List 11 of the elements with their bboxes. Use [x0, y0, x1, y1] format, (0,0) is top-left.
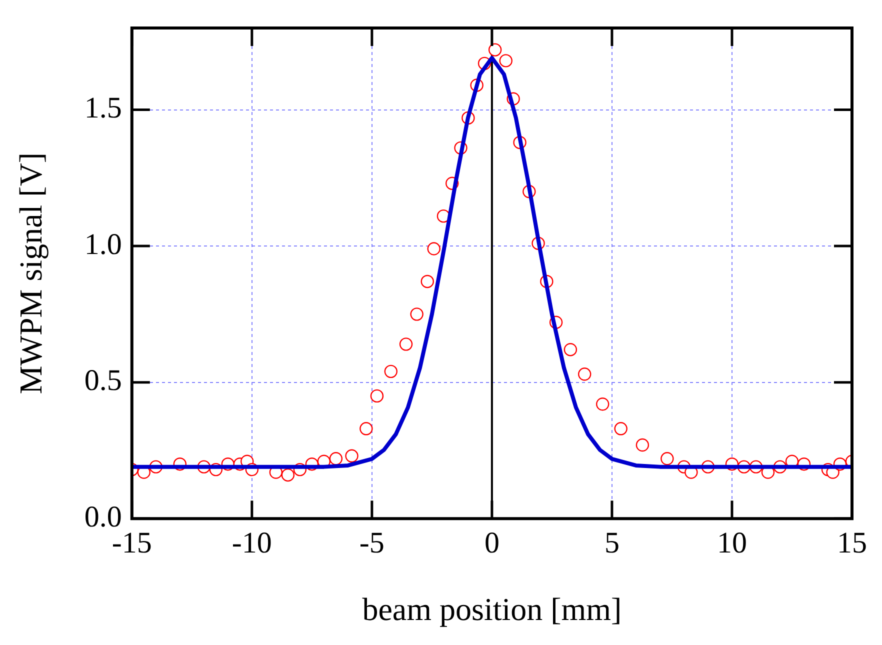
x-tick-label: 5	[604, 526, 620, 560]
x-tick-label: 0	[484, 526, 500, 560]
y-tick-label: 1.5	[84, 92, 122, 125]
x-tick-label: 10	[716, 526, 747, 560]
y-tick-label: 1.0	[84, 228, 122, 261]
x-tick-label: -10	[232, 526, 272, 560]
x-tick-label: 15	[837, 526, 867, 560]
y-tick-label: 0.5	[84, 364, 122, 398]
y-axis-title: MWPM signal [V]	[12, 152, 49, 394]
x-axis-title: beam position [mm]	[362, 591, 622, 628]
x-tick-label: -5	[359, 526, 384, 560]
